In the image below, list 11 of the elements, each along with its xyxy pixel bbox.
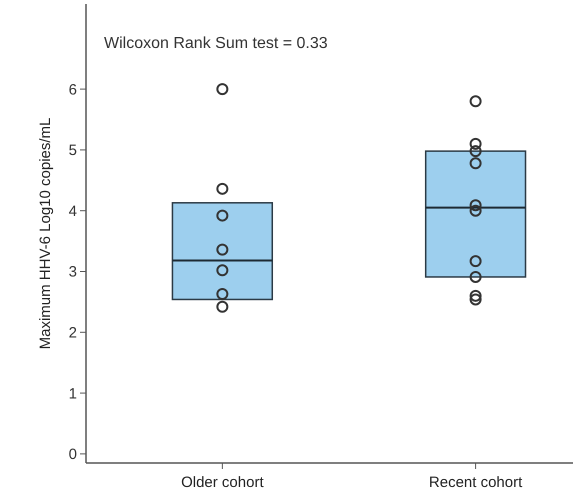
y-axis-title: Maximum HHV-6 Log10 copies/mL bbox=[37, 118, 54, 350]
y-tick-label: 1 bbox=[68, 385, 77, 402]
y-tick-label: 2 bbox=[68, 324, 77, 342]
y-tick-label: 5 bbox=[68, 142, 77, 160]
x-tick-label: Recent cohort bbox=[428, 474, 524, 491]
y-tick-label: 0 bbox=[68, 446, 77, 464]
y-tick-label: 3 bbox=[68, 264, 77, 281]
annotation: Wilcoxon Rank Sum test = 0.33 bbox=[104, 35, 328, 52]
y-tick-label: 4 bbox=[68, 202, 77, 220]
x-tick-label: Older cohort bbox=[181, 474, 264, 491]
y-tick-label: 6 bbox=[68, 81, 77, 98]
